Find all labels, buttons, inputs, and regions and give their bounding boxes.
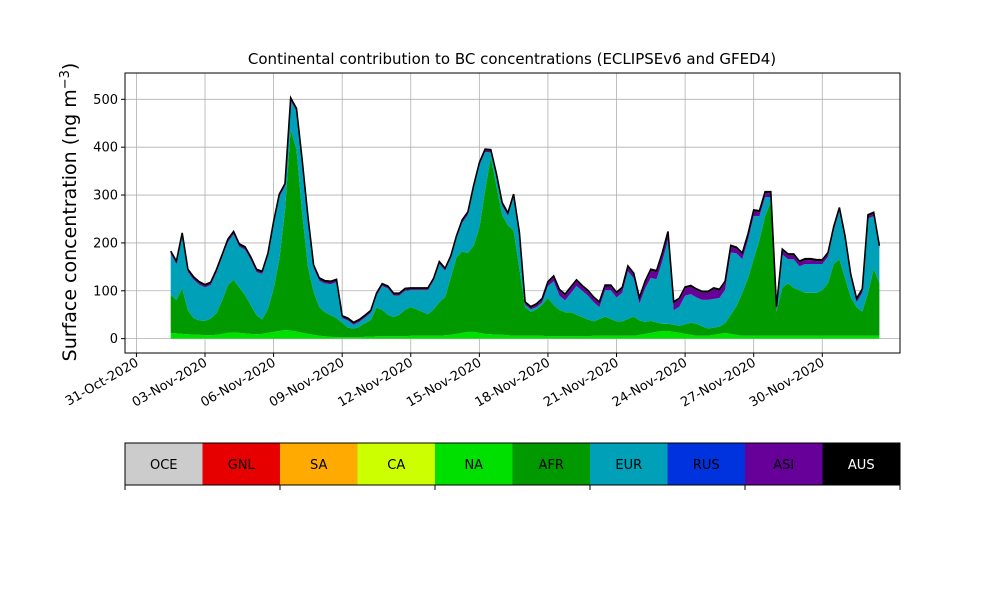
legend-label-afr: AFR xyxy=(539,458,564,473)
legend-swatch-rus xyxy=(667,443,745,485)
stacked-areas xyxy=(170,97,880,339)
legend-label-asi: ASI xyxy=(773,458,794,473)
legend-label-aus: AUS xyxy=(848,458,875,473)
x-axis: 31-Oct-202003-Nov-202006-Nov-202009-Nov-… xyxy=(63,353,827,410)
x-tick-label: 30-Nov-2020 xyxy=(747,355,827,410)
x-tick-label: 24-Nov-2020 xyxy=(610,355,690,410)
y-axis-label: Surface concentration (ng m−3) xyxy=(58,63,81,362)
x-tick-label: 15-Nov-2020 xyxy=(404,355,484,410)
y-tick-label: 0 xyxy=(110,332,118,347)
total-line xyxy=(170,95,881,324)
x-tick-label: 18-Nov-2020 xyxy=(473,355,553,410)
legend-swatch-asi xyxy=(745,443,823,485)
y-tick-label: 100 xyxy=(93,284,118,299)
y-tick-label: 400 xyxy=(93,141,118,156)
legend-swatch-oce xyxy=(125,443,203,485)
legend-swatch-na xyxy=(435,443,513,485)
x-tick-label: 06-Nov-2020 xyxy=(198,355,278,410)
y-tick-label: 500 xyxy=(93,93,118,108)
legend-label-eur: EUR xyxy=(615,458,642,473)
chart-title: Continental contribution to BC concentra… xyxy=(248,50,776,68)
x-tick-label: 12-Nov-2020 xyxy=(335,355,415,410)
area-afr xyxy=(170,129,880,338)
legend-label-sa: SA xyxy=(310,458,327,473)
plot-frame xyxy=(124,72,901,354)
legend-swatch-sa xyxy=(280,443,358,485)
legend-swatch-ca xyxy=(357,443,435,485)
legend-swatch-afr xyxy=(512,443,590,485)
x-tick-label: 27-Nov-2020 xyxy=(678,355,758,410)
x-tick-label: 31-Oct-2020 xyxy=(63,355,141,409)
y-axis: 0 100 200 300 400 500 xyxy=(93,93,125,347)
legend-swatch-gnl xyxy=(202,443,280,485)
x-tick-label: 09-Nov-2020 xyxy=(267,355,347,410)
legend-label-oce: OCE xyxy=(150,458,178,473)
legend-frame xyxy=(124,442,901,486)
y-tick-label: 200 xyxy=(93,236,118,251)
legend-label-rus: RUS xyxy=(693,458,720,473)
legend-label-ca: CA xyxy=(387,458,405,473)
area-na xyxy=(170,330,880,339)
colorbar-legend: OCE GNL SA CA NA AFR EUR RUS ASI AUS xyxy=(124,442,901,490)
legend-label-gnl: GNL xyxy=(228,458,256,473)
legend-swatch-aus xyxy=(822,443,900,485)
y-tick-label: 300 xyxy=(93,189,118,204)
legend-label-na: NA xyxy=(464,458,483,473)
x-tick-label: 03-Nov-2020 xyxy=(130,355,210,410)
x-tick-label: 21-Nov-2020 xyxy=(541,355,621,410)
legend-swatch-eur xyxy=(590,443,668,485)
